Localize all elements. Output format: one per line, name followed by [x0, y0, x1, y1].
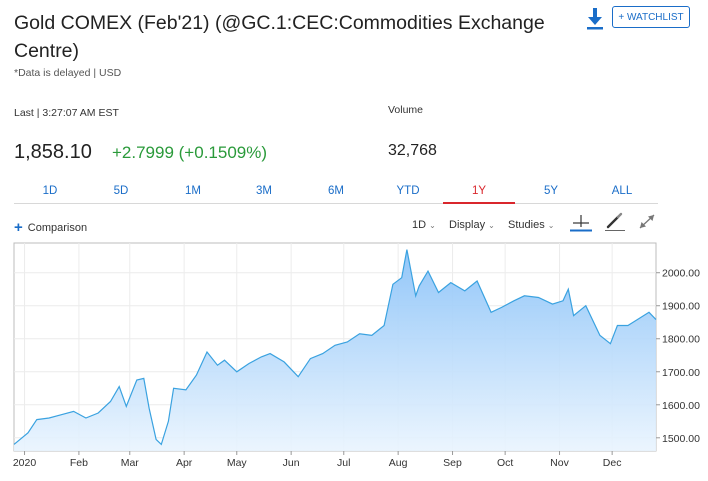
- y-axis: 2000.00 1900.00 1800.00 1700.00 1600.00 1500.…: [656, 268, 700, 445]
- interval-dropdown[interactable]: 1D ⌄: [412, 219, 436, 231]
- tab-ytd[interactable]: YTD: [396, 185, 420, 197]
- x-tick-label: Jul: [337, 457, 350, 469]
- x-axis: 2020 Feb Mar Apr May Jun Jul Aug Sep Oct Nov Dec: [13, 451, 622, 469]
- price-chart: 2000.00 1900.00 1800.00 1700.00 1600.00 1500.…: [13, 242, 700, 469]
- volume-value: 32,768: [388, 142, 437, 159]
- comparison-button[interactable]: + Comparison: [14, 219, 87, 236]
- y-tick-label: 1500.00: [662, 433, 700, 445]
- studies-dropdown[interactable]: Studies ⌄: [508, 219, 554, 231]
- range-tabs: 1D 5D 1M 3M 6M YTD 1Y 5Y ALL: [14, 183, 658, 204]
- x-tick-label: Mar: [121, 457, 140, 469]
- x-tick-label: Apr: [176, 457, 193, 469]
- y-tick-label: 1700.00: [662, 367, 700, 379]
- pencil-icon[interactable]: [602, 211, 628, 233]
- x-tick-label: Jun: [283, 457, 300, 469]
- price-area: [14, 249, 656, 451]
- page-title: Gold COMEX (Feb'21) (@GC.1:CEC:Commoditi…: [14, 12, 545, 62]
- x-tick-label: Aug: [389, 457, 408, 469]
- tab-5d[interactable]: 5D: [113, 185, 129, 197]
- x-tick-label: Dec: [603, 457, 622, 469]
- watchlist-button[interactable]: + WATCHLIST: [612, 6, 690, 28]
- y-tick-label: 2000.00: [662, 268, 700, 280]
- plus-icon: +: [14, 219, 23, 236]
- chevron-down-icon: ⌄: [429, 221, 436, 230]
- price-line: [13, 249, 657, 446]
- tab-1d[interactable]: 1D: [42, 185, 58, 197]
- chevron-down-icon: ⌄: [488, 221, 495, 230]
- tab-1m[interactable]: 1M: [185, 185, 201, 197]
- tab-all[interactable]: ALL: [611, 185, 633, 197]
- studies-label: Studies: [508, 219, 545, 231]
- y-tick-label: 1900.00: [662, 301, 700, 313]
- price-change: +2.7999 (+0.1509%): [112, 143, 268, 162]
- interval-label: 1D: [412, 219, 427, 231]
- display-dropdown[interactable]: Display ⌄: [449, 219, 495, 231]
- last-price: 1,858.10: [14, 141, 92, 163]
- x-tick-label: Nov: [550, 457, 569, 469]
- expand-icon[interactable]: [634, 211, 660, 233]
- download-icon[interactable]: [584, 6, 606, 32]
- tab-6m[interactable]: 6M: [328, 185, 344, 197]
- tab-3m[interactable]: 3M: [256, 185, 272, 197]
- x-tick-label: Feb: [70, 457, 88, 469]
- x-tick-label: May: [227, 457, 248, 469]
- tab-5y[interactable]: 5Y: [543, 185, 559, 197]
- x-tick-label: Oct: [497, 457, 513, 469]
- y-tick-label: 1800.00: [662, 334, 700, 346]
- crosshair-icon[interactable]: [568, 211, 594, 233]
- last-trade-time: Last | 3:27:07 AM EST: [14, 107, 119, 119]
- display-label: Display: [449, 219, 486, 231]
- comparison-label: Comparison: [27, 222, 88, 234]
- x-tick-label: Sep: [443, 457, 462, 469]
- tab-1y[interactable]: 1Y: [443, 183, 515, 204]
- data-delayed-note: *Data is delayed | USD: [14, 67, 122, 79]
- chevron-down-icon: ⌄: [547, 221, 555, 230]
- y-tick-label: 1600.00: [662, 400, 700, 412]
- x-tick-label: 2020: [13, 457, 37, 469]
- volume-label: Volume: [388, 104, 424, 116]
